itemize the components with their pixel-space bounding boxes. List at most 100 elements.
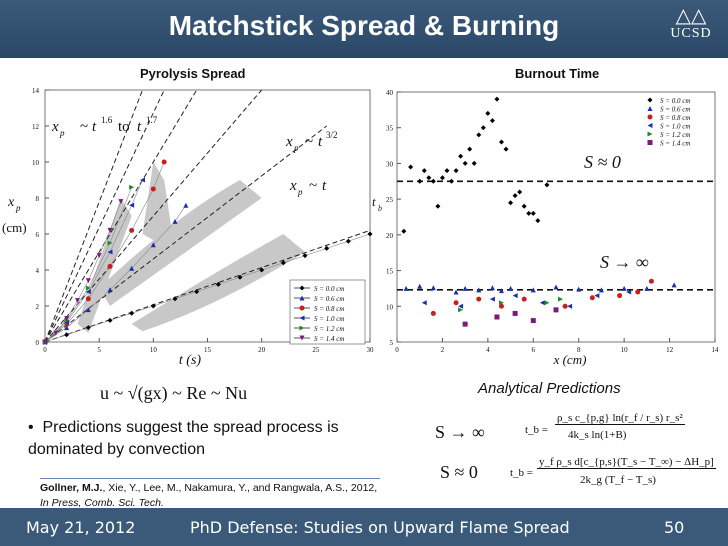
x-tick-label: 10 xyxy=(621,346,629,354)
ucsd-logo-text: UCSD xyxy=(670,26,712,41)
data-point xyxy=(150,242,156,248)
data-point xyxy=(521,296,527,302)
data-point xyxy=(129,202,135,208)
data-point xyxy=(517,189,523,195)
eq-s-zero-numerator: y_f ρ_s d[c_{p,s}(T_s − T_∞) − ΔH_p] xyxy=(537,456,716,469)
data-point xyxy=(421,300,427,306)
data-point xyxy=(476,132,482,138)
data-point xyxy=(503,146,509,152)
data-point xyxy=(302,253,308,259)
legend-label: S = 1.0 cm xyxy=(314,315,344,323)
data-point xyxy=(544,300,550,306)
data-point xyxy=(476,296,482,302)
data-point xyxy=(462,321,468,327)
data-point xyxy=(64,332,70,338)
y-tick-label: 10 xyxy=(386,303,394,311)
y-tick-label: 35 xyxy=(386,125,394,133)
legend-marker xyxy=(299,305,305,311)
data-point xyxy=(462,285,468,291)
data-point xyxy=(453,289,459,295)
x-tick-label: 10 xyxy=(150,346,158,354)
footer-bar: May 21, 2012 PhD Defense: Studies on Upw… xyxy=(0,508,728,546)
x-tick-label: 0 xyxy=(395,346,399,354)
data-point xyxy=(458,153,464,159)
bullet-point: • Predictions suggest the spread process… xyxy=(28,417,358,461)
y-tick-label: 30 xyxy=(386,160,394,168)
data-point xyxy=(345,238,351,244)
data-point xyxy=(150,303,156,309)
y-tick-label: 40 xyxy=(386,89,394,97)
ucsd-logo-mark-icon: △△ xyxy=(675,5,707,27)
annotation-three-halves: ~ xyxy=(305,134,313,150)
x-tick-label: 2 xyxy=(441,346,445,354)
legend-label: S = 0.6 cm xyxy=(660,106,690,114)
annotation-s-infinity: S → ∞ xyxy=(600,252,649,272)
eq-s-zero-lhs: t_b = xyxy=(510,467,534,479)
data-point xyxy=(535,218,541,224)
annotation-power-law: t xyxy=(137,119,142,135)
legend-marker xyxy=(647,97,653,103)
annotation-linear: p xyxy=(297,187,303,197)
legend-label: S = 0.0 cm xyxy=(314,285,344,293)
legend-marker xyxy=(647,131,653,137)
legend-marker xyxy=(299,325,305,331)
annotation-power-law: t xyxy=(92,119,97,135)
data-point xyxy=(476,287,482,293)
y-tick-label: 10 xyxy=(32,159,40,167)
annotation-three-halves: p xyxy=(293,143,299,153)
data-point xyxy=(53,330,59,336)
series-line xyxy=(44,179,143,343)
data-point xyxy=(430,285,436,291)
data-point xyxy=(280,260,286,266)
data-point xyxy=(96,253,102,259)
annotation-linear: t xyxy=(322,178,327,194)
fit-line xyxy=(44,89,263,343)
x-tick-label: 5 xyxy=(97,346,101,354)
legend-marker xyxy=(647,114,653,120)
legend-marker xyxy=(299,285,305,291)
velocity-equation: u ~ √(gx) ~ Re ~ Nu xyxy=(100,383,248,403)
data-point xyxy=(462,160,468,166)
y-tick-label: 20 xyxy=(386,232,394,240)
fit-line xyxy=(44,89,143,343)
data-point xyxy=(172,218,178,224)
legend-marker xyxy=(647,140,653,145)
data-point xyxy=(553,307,559,313)
data-point xyxy=(85,307,91,313)
data-point xyxy=(567,303,573,309)
eq-s-zero-denominator: 2k_g (T_f − T_s) xyxy=(580,474,656,486)
data-point xyxy=(626,289,632,295)
data-point xyxy=(421,168,427,174)
eq-s-infinity-lhs: t_b = xyxy=(525,424,549,436)
fit-line xyxy=(44,89,165,343)
legend-marker xyxy=(647,123,653,128)
y-tick-label: 6 xyxy=(36,231,40,239)
data-point xyxy=(530,287,536,293)
annotation-power-law: to xyxy=(118,119,130,135)
data-point xyxy=(485,110,491,116)
pyrolysis-spread-chart: 0 5 10 15 20 25 30 0 2 4 6 8 10 12 14 S = 0.0 cm S = 0.6… xyxy=(2,87,374,368)
y-axis-label: (cm) xyxy=(2,220,27,235)
footer-title: PhD Defense: Studies on Upward Flame Spr… xyxy=(190,518,570,537)
slide-title: Matchstick Spread & Burning xyxy=(168,10,560,41)
data-point xyxy=(107,317,113,323)
y-tick-label: 25 xyxy=(386,196,394,204)
right-chart-title: Burnout Time xyxy=(515,66,600,81)
annotation-power-law: 1.6 xyxy=(101,115,113,125)
x-tick-label: 20 xyxy=(258,346,266,354)
y-tick-label: 4 xyxy=(36,267,40,275)
data-point xyxy=(539,300,545,306)
annotation-three-halves: x xyxy=(285,134,293,150)
annotation-power-law: 1.7 xyxy=(146,115,158,125)
data-point xyxy=(521,203,527,209)
data-point xyxy=(512,310,518,316)
data-point xyxy=(471,160,477,166)
data-point xyxy=(648,278,654,284)
data-point xyxy=(467,146,473,152)
data-point xyxy=(576,286,582,292)
data-point xyxy=(453,300,459,306)
page-number: 50 xyxy=(664,518,685,537)
data-point xyxy=(85,296,91,302)
data-point xyxy=(107,263,113,269)
x-tick-label: 12 xyxy=(666,346,674,354)
